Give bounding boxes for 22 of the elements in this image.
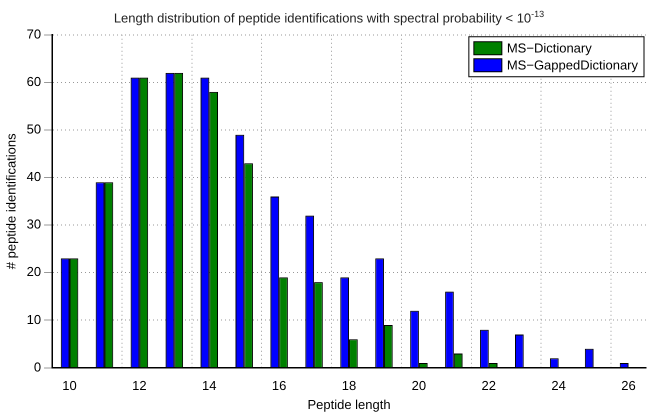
chart-title: Length distribution of peptide identifications with spectral probability < 10$^{-13}$ bbox=[112, 8, 546, 26]
y-tick-label: 10 bbox=[26, 312, 42, 327]
y-tick-label: 0 bbox=[34, 359, 42, 374]
legend-label: MS−Dictionary bbox=[506, 40, 592, 56]
x-tick-label: 24 bbox=[551, 378, 566, 394]
y-tick-label: 20 bbox=[26, 264, 42, 280]
x-tick-label: 16 bbox=[272, 378, 286, 394]
y-axis-title: # peptide identifications bbox=[3, 132, 18, 270]
x-axis-title: Peptide length bbox=[307, 396, 391, 412]
y-tick-label: 50 bbox=[26, 122, 42, 137]
x-tick-label: 14 bbox=[202, 378, 217, 394]
y-tick-label: 60 bbox=[26, 74, 42, 89]
x-tick-label: 26 bbox=[621, 378, 636, 394]
x-tick-label: 12 bbox=[132, 378, 147, 394]
y-tick-label: 30 bbox=[26, 216, 42, 232]
y-tick-label: 70 bbox=[26, 26, 42, 42]
x-tick-label: 10 bbox=[62, 378, 77, 394]
legend-label: MS−GappedDictionary bbox=[506, 57, 638, 72]
y-tick-label: 40 bbox=[26, 169, 42, 184]
x-tick-label: 22 bbox=[482, 378, 496, 394]
x-tick-label: 18 bbox=[342, 378, 356, 394]
x-tick-label: 20 bbox=[412, 378, 426, 394]
